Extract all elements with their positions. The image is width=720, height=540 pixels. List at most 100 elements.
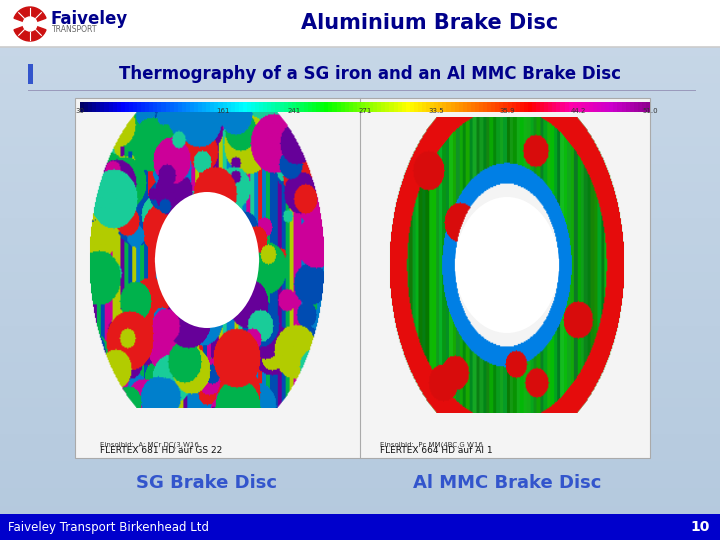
Bar <box>0 52 720 54</box>
Bar <box>0 23 720 25</box>
Bar <box>0 358 720 360</box>
Bar <box>516 102 520 112</box>
Bar <box>0 171 720 173</box>
Bar <box>0 31 720 32</box>
Bar <box>0 151 720 153</box>
Bar <box>0 155 720 157</box>
Bar <box>0 20 720 22</box>
Bar <box>0 455 720 457</box>
Bar <box>577 102 581 112</box>
Text: 33.5: 33.5 <box>428 108 444 114</box>
Bar <box>0 410 720 412</box>
Bar <box>284 102 288 112</box>
Wedge shape <box>14 7 46 24</box>
Bar <box>88 102 92 112</box>
Bar <box>0 16 720 18</box>
Bar <box>0 7 720 9</box>
Bar <box>104 102 109 112</box>
Bar <box>0 236 720 238</box>
Bar <box>0 22 720 23</box>
Bar <box>0 101 720 103</box>
Bar <box>523 102 528 112</box>
Bar <box>597 102 601 112</box>
Text: 161: 161 <box>216 108 229 114</box>
Bar <box>0 425 720 427</box>
Bar <box>0 385 720 387</box>
Bar <box>0 255 720 258</box>
Bar <box>0 126 720 128</box>
Bar <box>0 189 720 191</box>
Bar <box>613 102 618 112</box>
Bar <box>402 102 405 112</box>
Bar <box>0 243 720 245</box>
Bar <box>215 102 218 112</box>
Bar <box>361 102 365 112</box>
Bar <box>609 102 613 112</box>
Bar <box>109 102 112 112</box>
Bar <box>316 102 320 112</box>
Bar <box>451 102 454 112</box>
Bar <box>166 102 170 112</box>
Bar <box>621 102 626 112</box>
Bar <box>0 428 720 430</box>
Ellipse shape <box>155 192 259 328</box>
Bar <box>500 102 503 112</box>
Bar <box>0 212 720 214</box>
Bar <box>0 174 720 177</box>
Bar <box>0 254 720 255</box>
Text: 35.9: 35.9 <box>500 108 516 114</box>
Bar <box>0 313 720 315</box>
Bar <box>564 102 569 112</box>
Bar <box>0 279 720 281</box>
Bar <box>369 102 373 112</box>
Bar <box>0 85 720 86</box>
Bar <box>0 286 720 288</box>
Bar <box>0 441 720 443</box>
Bar <box>626 102 630 112</box>
Bar <box>0 464 720 466</box>
Bar <box>0 293 720 295</box>
Bar <box>487 102 491 112</box>
Bar <box>459 102 463 112</box>
Bar <box>84 102 88 112</box>
Bar <box>0 72 720 74</box>
Bar <box>0 367 720 369</box>
Bar <box>0 504 720 506</box>
Bar <box>0 454 720 455</box>
Bar <box>532 102 536 112</box>
Bar <box>0 180 720 182</box>
Bar <box>194 102 198 112</box>
Bar <box>276 102 279 112</box>
Bar <box>382 102 385 112</box>
Bar <box>0 495 720 497</box>
Bar <box>0 2 720 4</box>
Bar <box>0 297 720 299</box>
Bar <box>0 209 720 211</box>
Bar <box>112 102 117 112</box>
Bar <box>491 102 495 112</box>
Bar <box>181 102 186 112</box>
Bar <box>0 88 720 90</box>
Bar <box>288 102 292 112</box>
Bar <box>512 102 516 112</box>
Bar <box>210 102 215 112</box>
Text: Aluminium Brake Disc: Aluminium Brake Disc <box>302 13 559 33</box>
Bar <box>206 102 210 112</box>
Bar <box>373 102 377 112</box>
Text: 10: 10 <box>690 520 710 534</box>
Bar <box>0 448 720 450</box>
Bar <box>0 477 720 479</box>
Bar <box>198 102 202 112</box>
Bar <box>0 288 720 290</box>
Bar <box>520 102 523 112</box>
Bar <box>296 102 300 112</box>
Bar <box>0 270 720 272</box>
Bar <box>0 466 720 468</box>
Text: Einsolbld:  A: MCr DC(3,W16: Einsolbld: A: MCr DC(3,W16 <box>100 442 199 448</box>
Bar <box>0 474 720 475</box>
Bar <box>606 102 609 112</box>
Bar <box>0 146 720 147</box>
Bar <box>0 5 720 7</box>
Bar <box>0 326 720 328</box>
Bar <box>0 514 720 540</box>
